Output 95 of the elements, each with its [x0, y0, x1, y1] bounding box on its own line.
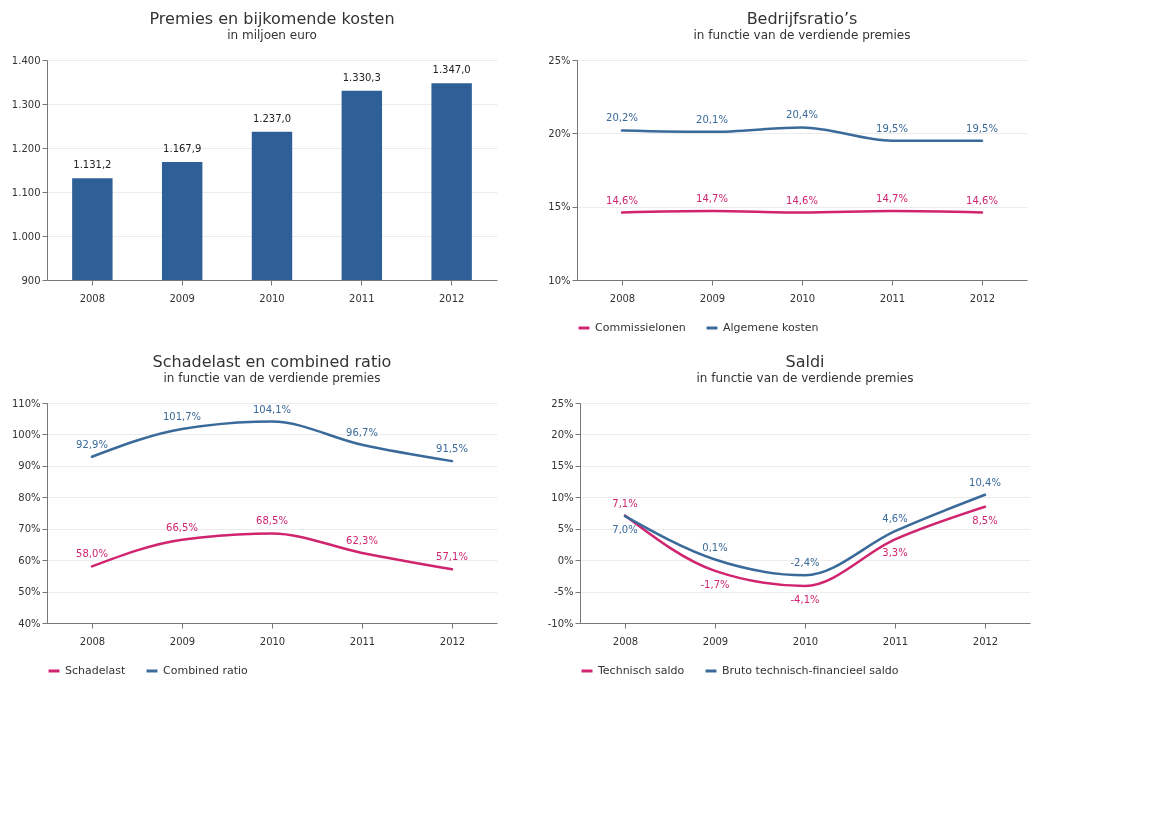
x-tick-label: 2012 — [438, 292, 465, 304]
y-tick-label: 900 — [21, 274, 41, 286]
x-tick-label: 2010 — [789, 292, 816, 304]
x-tick-label: 2012 — [439, 635, 466, 647]
y-tick-label: 1.200 — [11, 142, 41, 154]
data-label: 1.131,2 — [73, 159, 112, 171]
data-label: 66,5% — [166, 521, 198, 533]
data-label: 1.330,3 — [342, 71, 381, 83]
y-tick-label: 40% — [18, 617, 41, 629]
x-tick-label: 2010 — [792, 635, 819, 647]
chart-title: Schadelast en combined ratio — [152, 352, 392, 371]
data-label: -4,1% — [790, 593, 820, 605]
data-label: 91,5% — [436, 443, 468, 455]
x-tick-label: 2009 — [169, 292, 195, 304]
legend-label: Combined ratio — [163, 664, 249, 677]
legend-label: Technisch saldo — [597, 664, 685, 677]
x-tick-label: 2009 — [169, 635, 196, 647]
data-label: 10,4% — [969, 476, 1001, 488]
data-label: 0,1% — [702, 541, 728, 553]
data-label: 14,6% — [786, 194, 818, 206]
y-tick-label: 1.100 — [11, 186, 41, 198]
data-label: 14,6% — [606, 194, 638, 206]
x-tick-label: 2011 — [349, 635, 376, 647]
x-tick-label: 2012 — [972, 635, 999, 647]
chart-subtitle: in functie van de verdiende premies — [163, 371, 381, 385]
data-label: 57,1% — [436, 551, 468, 563]
data-label: -1,7% — [700, 578, 730, 590]
y-tick-label: 25% — [551, 397, 574, 409]
y-tick-label: 90% — [18, 460, 41, 472]
chart-title: Saldi — [785, 352, 825, 371]
data-label: 1.237,0 — [252, 112, 292, 124]
y-tick-label: 10% — [548, 274, 571, 286]
y-tick-label: 20% — [548, 127, 571, 139]
x-tick-label: 2011 — [879, 292, 906, 304]
x-tick-label: 2008 — [79, 635, 106, 647]
data-label: 20,2% — [606, 112, 638, 124]
data-label: 14,7% — [876, 193, 908, 205]
chart-title: Premies en bijkomende kosten — [149, 9, 395, 28]
data-label: 20,4% — [786, 109, 818, 121]
legend-label: Schadelast — [65, 664, 127, 677]
data-label: 101,7% — [162, 411, 202, 423]
legend-label: Commissielonen — [595, 321, 686, 334]
data-label: 7,0% — [612, 524, 638, 536]
y-tick-label: 1.300 — [11, 98, 41, 110]
legend-label: Bruto technisch-financieel saldo — [722, 664, 899, 677]
data-label: 7,1% — [612, 497, 638, 509]
data-label: 20,1% — [696, 113, 728, 125]
data-label: 3,3% — [882, 547, 908, 559]
x-tick-label: 2008 — [612, 635, 639, 647]
data-label: 1.347,0 — [432, 64, 471, 76]
y-tick-label: 50% — [18, 586, 41, 598]
data-label: -2,4% — [790, 557, 820, 569]
y-tick-label: 80% — [18, 491, 41, 503]
data-label: 58,0% — [76, 548, 108, 560]
y-tick-label: 15% — [551, 460, 574, 472]
x-tick-label: 2008 — [609, 292, 636, 304]
data-label: 4,6% — [882, 513, 908, 525]
x-tick-label: 2010 — [259, 635, 286, 647]
y-tick-label: 20% — [551, 428, 574, 440]
data-label: 96,7% — [346, 426, 378, 438]
y-tick-label: 5% — [557, 523, 574, 535]
y-tick-label: 60% — [18, 554, 41, 566]
y-tick-label: 1.000 — [11, 230, 41, 242]
data-label: 68,5% — [256, 515, 288, 527]
data-label: 14,6% — [966, 194, 998, 206]
x-tick-label: 2011 — [349, 292, 375, 304]
x-tick-label: 2011 — [882, 635, 909, 647]
data-label: 62,3% — [346, 534, 378, 546]
legend-label: Algemene kosten — [723, 321, 819, 334]
y-tick-label: 10% — [551, 491, 574, 503]
data-label: 8,5% — [972, 514, 998, 526]
chart-subtitle: in functie van de verdiende premies — [693, 28, 911, 42]
data-label: 19,5% — [876, 122, 908, 134]
chart-subtitle: in miljoen euro — [227, 28, 317, 42]
data-label: 1.167,9 — [163, 143, 202, 155]
x-tick-label: 2009 — [702, 635, 729, 647]
data-label: 104,1% — [252, 403, 292, 415]
y-tick-label: 100% — [11, 428, 41, 440]
chart-subtitle: in functie van de verdiende premies — [696, 371, 914, 385]
data-label: 19,5% — [966, 122, 998, 134]
x-tick-label: 2008 — [79, 292, 106, 304]
y-tick-label: 0% — [557, 554, 574, 566]
y-tick-label: -10% — [547, 617, 574, 629]
x-tick-label: 2010 — [259, 292, 285, 304]
chart-title: Bedrijfsratio’s — [746, 9, 858, 28]
x-tick-label: 2009 — [699, 292, 726, 304]
x-tick-label: 2012 — [969, 292, 996, 304]
y-tick-label: -5% — [554, 586, 574, 598]
data-label: 92,9% — [76, 438, 108, 450]
y-tick-label: 25% — [548, 54, 571, 66]
y-tick-label: 1.400 — [11, 54, 41, 66]
y-tick-label: 70% — [18, 523, 41, 535]
y-tick-label: 15% — [548, 201, 571, 213]
data-label: 14,7% — [696, 193, 728, 205]
y-tick-label: 110% — [11, 397, 41, 409]
